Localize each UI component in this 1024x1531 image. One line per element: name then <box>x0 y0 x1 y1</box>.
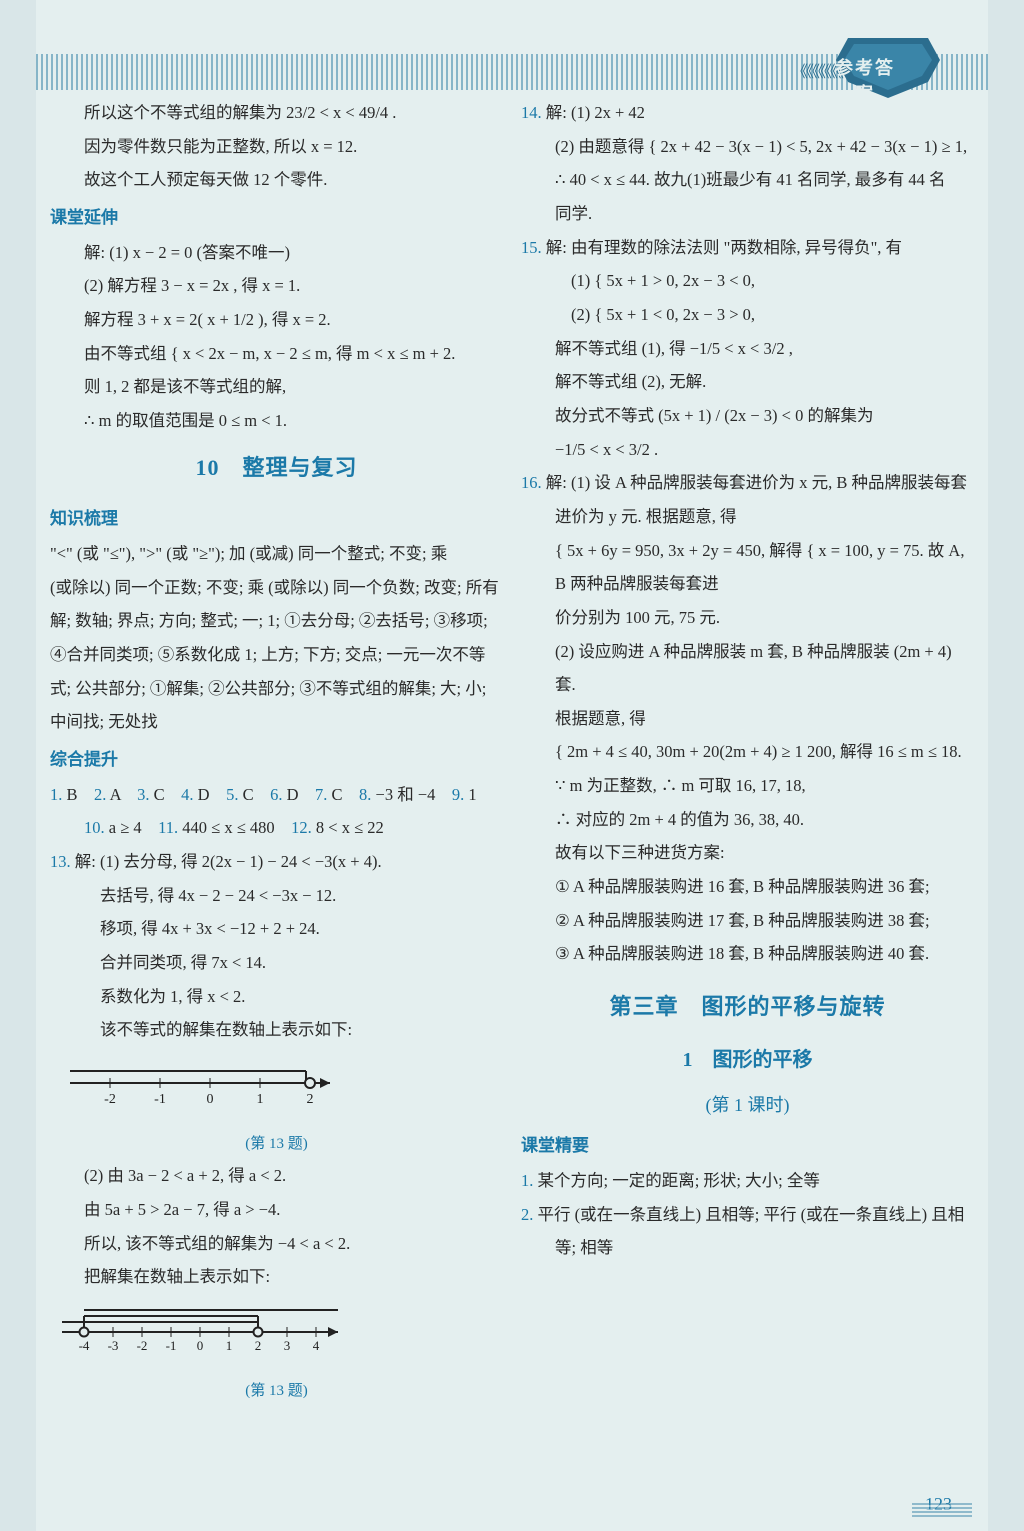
section-label: 知识梳理 <box>50 498 503 537</box>
text: 2. 平行 (或在一条直线上) 且相等; 平行 (或在一条直线上) 且相 <box>521 1198 974 1232</box>
section-label: 课堂延伸 <box>50 197 503 236</box>
svg-text:-3: -3 <box>108 1338 119 1353</box>
text: 则 1, 2 都是该不等式组的解, <box>50 370 503 404</box>
text: 合并同类项, 得 7x < 14. <box>50 946 503 980</box>
text: 1. 某个方向; 一定的距离; 形状; 大小; 全等 <box>521 1164 974 1198</box>
text: ③ A 种品牌服装购进 18 套, B 种品牌服装购进 40 套. <box>521 937 974 971</box>
text: (2) 由 3a − 2 < a + 2, 得 a < 2. <box>50 1159 503 1193</box>
svg-text:-4: -4 <box>79 1338 90 1353</box>
svg-text:2: 2 <box>255 1338 262 1353</box>
text: 由不等式组 { x < 2x − m, x − 2 ≤ m, 得 m < x ≤… <box>50 337 503 371</box>
text: 式; 公共部分; ①解集; ②公共部分; ③不等式组的解集; 大; 小; <box>50 672 503 706</box>
section-label: 综合提升 <box>50 739 503 778</box>
text: (2) 解方程 3 − x = 2x , 得 x = 1. <box>50 269 503 303</box>
text: 解: (1) 设 A 种品牌服装每套进价为 x 元, B 种品牌服装每套 <box>546 473 967 492</box>
text: 解; 数轴; 界点; 方向; 整式; 一; 1; ①去分母; ②去括号; ③移项… <box>50 604 503 638</box>
text: (2) 由题意得 { 2x + 42 − 3(x − 1) < 5, 2x + … <box>521 130 974 164</box>
svg-text:-2: -2 <box>104 1092 116 1107</box>
svg-text:1: 1 <box>226 1338 233 1353</box>
text: ∴ 对应的 2m + 4 的值为 36, 38, 40. <box>521 803 974 837</box>
text: 移项, 得 4x + 3x < −12 + 2 + 24. <box>50 912 503 946</box>
section-title: 1 图形的平移 <box>521 1036 974 1085</box>
lesson-label: (第 1 课时) <box>521 1085 974 1126</box>
answer-row: 10. a ≥ 4 11. 440 ≤ x ≤ 480 12. 8 < x ≤ … <box>50 811 503 845</box>
section-title: 10 整理与复习 <box>50 438 503 499</box>
text: 解方程 3 + x = 2( x + 1/2 ), 得 x = 2. <box>50 303 503 337</box>
text: 等; 相等 <box>521 1231 974 1265</box>
text: 价分别为 100 元, 75 元. <box>521 601 974 635</box>
svg-text:0: 0 <box>197 1338 204 1353</box>
text: 所以这个不等式组的解集为 23/2 < x < 49/4 . <box>50 96 503 130</box>
text: (2) 设应购进 A 种品牌服装 m 套, B 种品牌服装 (2m + 4) 套… <box>521 635 974 702</box>
numberline-2: -4 -3 -2 -1 0 1 2 3 4 <box>50 1298 350 1362</box>
text: 解: (1) 去分母, 得 2(2x − 1) − 24 < −3(x + 4)… <box>75 852 382 871</box>
text: (1) { 5x + 1 > 0, 2x − 3 < 0, <box>521 264 974 298</box>
text: ② A 种品牌服装购进 17 套, B 种品牌服装购进 38 套; <box>521 904 974 938</box>
svg-text:1: 1 <box>257 1092 264 1107</box>
text: 13. 解: (1) 去分母, 得 2(2x − 1) − 24 < −3(x … <box>50 845 503 879</box>
text: 解不等式组 (1), 得 −1/5 < x < 3/2 , <box>521 332 974 366</box>
text: 由 5a + 5 > 2a − 7, 得 a > −4. <box>50 1193 503 1227</box>
svg-text:-2: -2 <box>137 1338 148 1353</box>
text: ∴ 40 < x ≤ 44. 故九(1)班最少有 41 名同学, 最多有 44 … <box>521 163 974 197</box>
text: (或除以) 同一个正数; 不变; 乘 (或除以) 同一个负数; 改变; 所有 <box>50 571 503 605</box>
answer-row: 1. B 2. A 3. C 4. D 5. C 6. D 7. C 8. −3… <box>50 778 503 812</box>
text: 去括号, 得 4x − 2 − 24 < −3x − 12. <box>50 879 503 913</box>
text: 平行 (或在一条直线上) 且相等; 平行 (或在一条直线上) 且相 <box>538 1205 965 1224</box>
text: { 5x + 6y = 950, 3x + 2y = 450, 解得 { x =… <box>521 534 974 601</box>
figure-caption: (第 13 题) <box>50 1376 503 1407</box>
col-left: 所以这个不等式组的解集为 23/2 < x < 49/4 . 因为零件数只能为正… <box>50 96 503 1506</box>
chapter-title: 第三章 图形的平移与旋转 <box>521 971 974 1036</box>
text: −1/5 < x < 3/2 . <box>521 433 974 467</box>
text: ① A 种品牌服装购进 16 套, B 种品牌服装购进 36 套; <box>521 870 974 904</box>
text: { 2m + 4 ≤ 40, 30m + 20(2m + 4) ≥ 1 200,… <box>521 735 974 769</box>
text: 该不等式的解集在数轴上表示如下: <box>50 1013 503 1047</box>
text: 解: (1) x − 2 = 0 (答案不唯一) <box>50 236 503 270</box>
svg-text:0: 0 <box>207 1092 214 1107</box>
col-right: 14. 解: (1) 2x + 42 (2) 由题意得 { 2x + 42 − … <box>521 96 974 1506</box>
text: 中间找; 无处找 <box>50 705 503 739</box>
text: 把解集在数轴上表示如下: <box>50 1260 503 1294</box>
text: 同学. <box>521 197 974 231</box>
text: 解: (1) 2x + 42 <box>546 103 645 122</box>
text: 所以, 该不等式组的解集为 −4 < a < 2. <box>50 1227 503 1261</box>
text: 解不等式组 (2), 无解. <box>521 365 974 399</box>
text: "<" (或 "≤"), ">" (或 "≥"); 加 (或减) 同一个整式; … <box>50 537 503 571</box>
text: 14. 解: (1) 2x + 42 <box>521 96 974 130</box>
text: 进价为 y 元. 根据题意, 得 <box>521 500 974 534</box>
numberline-1: -2 -1 0 1 2 <box>50 1051 350 1115</box>
text: 根据题意, 得 <box>521 702 974 736</box>
section-label: 课堂精要 <box>521 1125 974 1164</box>
content-columns: 所以这个不等式组的解集为 23/2 < x < 49/4 . 因为零件数只能为正… <box>50 96 974 1506</box>
text: 解: 由有理数的除法法则 "两数相除, 异号得负", 有 <box>546 238 902 257</box>
text: 15. 解: 由有理数的除法法则 "两数相除, 异号得负", 有 <box>521 231 974 265</box>
corner-hatch-icon <box>912 1503 972 1517</box>
text: (2) { 5x + 1 < 0, 2x − 3 > 0, <box>521 298 974 332</box>
page: 《《《《《《《《《 参考答案 所以这个不等式组的解集为 23/2 < x < 4… <box>36 0 988 1531</box>
text: ∴ m 的取值范围是 0 ≤ m < 1. <box>50 404 503 438</box>
svg-text:4: 4 <box>313 1338 320 1353</box>
text: 故分式不等式 (5x + 1) / (2x − 3) < 0 的解集为 <box>521 399 974 433</box>
text: 故这个工人预定每天做 12 个零件. <box>50 163 503 197</box>
text: 系数化为 1, 得 x < 2. <box>50 980 503 1014</box>
figure-caption: (第 13 题) <box>50 1129 503 1160</box>
text: ∵ m 为正整数, ∴ m 可取 16, 17, 18, <box>521 769 974 803</box>
text: 故有以下三种进货方案: <box>521 836 974 870</box>
svg-text:3: 3 <box>284 1338 291 1353</box>
svg-text:-1: -1 <box>154 1092 166 1107</box>
svg-text:-1: -1 <box>166 1338 177 1353</box>
text: ④合并同类项; ⑤系数化成 1; 上方; 下方; 交点; 一元一次不等 <box>50 638 503 672</box>
header-ribbon: 参考答案 <box>828 32 948 102</box>
text: 16. 解: (1) 设 A 种品牌服装每套进价为 x 元, B 种品牌服装每套 <box>521 466 974 500</box>
text: 因为零件数只能为正整数, 所以 x = 12. <box>50 130 503 164</box>
svg-text:2: 2 <box>307 1092 314 1107</box>
text: 某个方向; 一定的距离; 形状; 大小; 全等 <box>538 1171 820 1190</box>
